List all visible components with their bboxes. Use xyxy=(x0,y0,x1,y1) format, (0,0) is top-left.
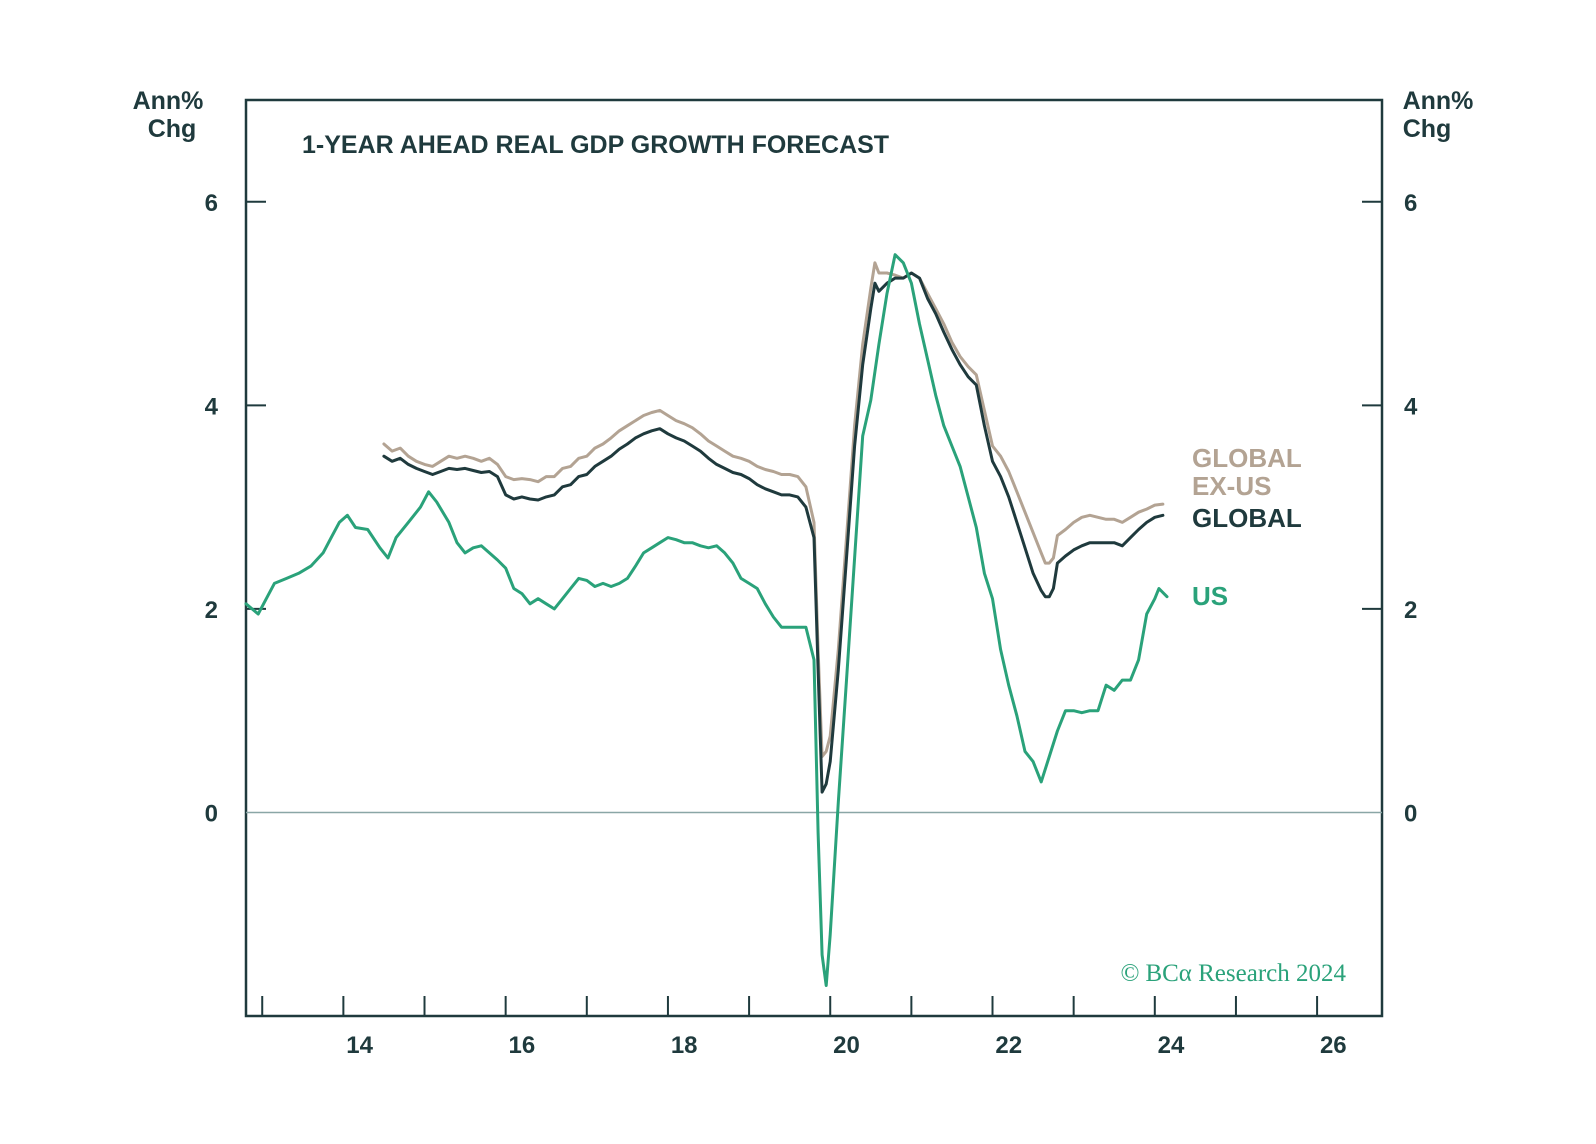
y-tick-label-right-4: 4 xyxy=(1404,393,1418,420)
x-tick-label-14: 14 xyxy=(346,1032,373,1059)
chart-title: 1-YEAR AHEAD REAL GDP GROWTH FORECAST xyxy=(302,131,889,159)
y-tick-label-left-2: 2 xyxy=(205,597,218,624)
series-layer xyxy=(244,253,1169,987)
x-tick-label-24: 24 xyxy=(1158,1032,1185,1059)
y-tick-label-right-2: 2 xyxy=(1404,597,1417,624)
x-tick-label-16: 16 xyxy=(509,1032,536,1059)
y-tick-label-left-4: 4 xyxy=(205,393,219,420)
plot-frame xyxy=(244,98,1384,1018)
left-axis-unit-line1: Ann% xyxy=(133,87,204,115)
right-axis-unit-line1: Ann% xyxy=(1403,87,1474,115)
y-tick-label-right-0: 0 xyxy=(1404,800,1417,827)
series-line-global-ex-us xyxy=(382,261,1165,758)
x-tick-label-22: 22 xyxy=(995,1032,1022,1059)
x-tick-label-26: 26 xyxy=(1320,1032,1347,1059)
right-axis-unit-line2: Chg xyxy=(1403,115,1452,143)
x-tick-label-18: 18 xyxy=(671,1032,698,1059)
series-label-global-ex-us-line1: GLOBAL xyxy=(1192,443,1302,473)
ticks-layer: 0 02 24 46 614 16 18 20 22 24 26 xyxy=(205,190,1418,1059)
y-tick-label-left-0: 0 xyxy=(205,800,218,827)
y-tick-label-right-6: 6 xyxy=(1404,190,1417,217)
series-label-us: US xyxy=(1192,581,1228,611)
series-line-global xyxy=(382,271,1165,794)
x-tick-label-20: 20 xyxy=(833,1032,860,1059)
copyright-notice: © BCα Research 2024 xyxy=(1120,960,1346,987)
series-line-us xyxy=(244,253,1169,987)
left-axis-unit-line2: Chg xyxy=(148,115,197,143)
copyright-text: BCα Research 2024 xyxy=(1145,960,1346,987)
series-label-global: GLOBAL xyxy=(1192,503,1302,533)
copyright-symbol: © xyxy=(1120,960,1139,987)
series-label-global-ex-us-line2: EX-US xyxy=(1192,471,1271,501)
y-tick-label-left-6: 6 xyxy=(205,190,218,217)
